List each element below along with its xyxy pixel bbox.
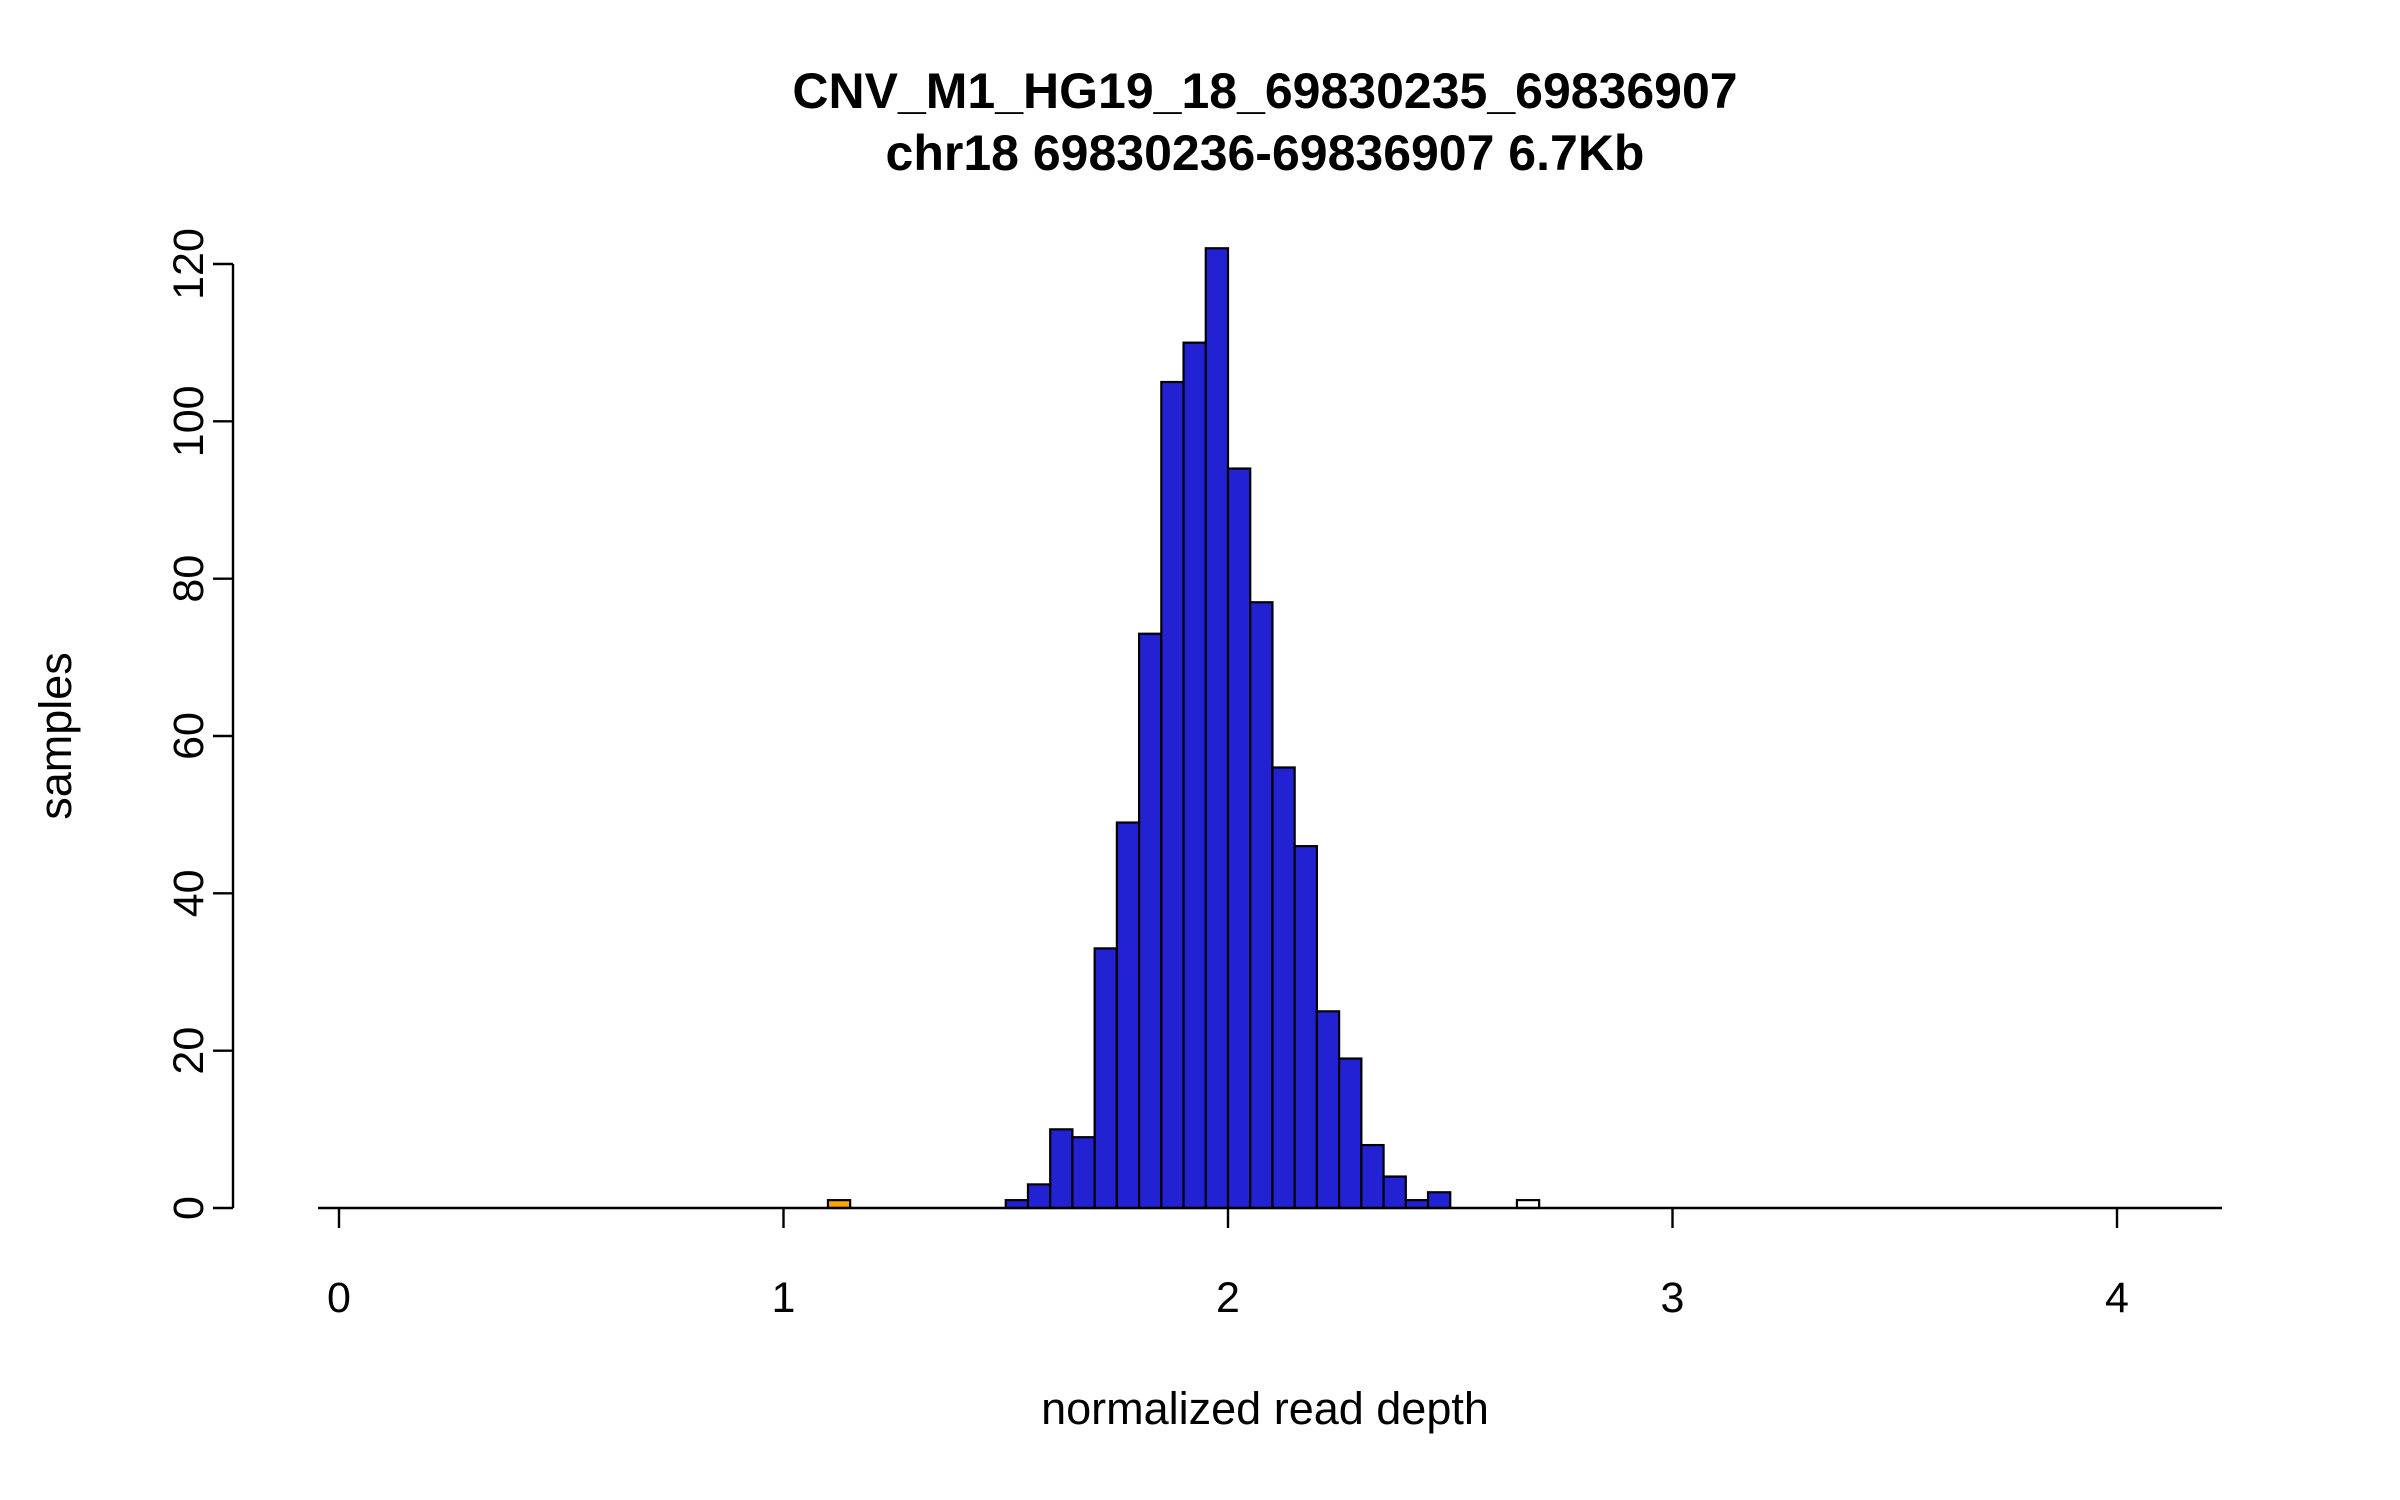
y-tick-label: 40 bbox=[165, 869, 213, 917]
histogram-bar bbox=[1204, 247, 1230, 1210]
y-tick-label: 80 bbox=[165, 555, 213, 603]
histogram-bar bbox=[1093, 947, 1118, 1210]
x-tick-label: 2 bbox=[1216, 1274, 1240, 1322]
histogram-bar bbox=[1360, 1143, 1385, 1210]
histogram-bar bbox=[1137, 632, 1163, 1210]
y-axis-title: samples bbox=[30, 652, 81, 820]
histogram-bar bbox=[1426, 1191, 1452, 1210]
x-tick-label: 4 bbox=[2105, 1274, 2129, 1322]
y-tick-label: 60 bbox=[165, 712, 213, 760]
histogram-bar bbox=[1182, 341, 1207, 1210]
y-tick-label: 20 bbox=[165, 1027, 213, 1075]
histogram-bar bbox=[1115, 821, 1141, 1210]
chart-title: CNV_M1_HG19_18_69830235_69836907 bbox=[792, 63, 1737, 119]
histogram-bar bbox=[1271, 766, 1296, 1210]
histogram-bar bbox=[1026, 1183, 1052, 1210]
y-tick-label: 100 bbox=[165, 385, 213, 457]
histogram-bar bbox=[1160, 380, 1185, 1210]
histogram-bar bbox=[1049, 1128, 1074, 1210]
x-tick-label: 0 bbox=[327, 1274, 351, 1322]
chart-subtitle: chr18 69830236-69836907 6.7Kb bbox=[886, 125, 1645, 181]
x-tick-label: 1 bbox=[772, 1274, 796, 1322]
histogram-bar bbox=[1338, 1057, 1363, 1210]
histogram-bar bbox=[1315, 1010, 1341, 1210]
y-tick-label: 0 bbox=[165, 1196, 213, 1220]
histogram-bar bbox=[1071, 1136, 1096, 1210]
x-axis-title: normalized read depth bbox=[1041, 1383, 1489, 1434]
histogram-bar bbox=[1293, 845, 1319, 1210]
y-tick-label: 120 bbox=[165, 228, 213, 300]
histogram-bar bbox=[1382, 1175, 1407, 1210]
x-tick-label: 3 bbox=[1661, 1274, 1685, 1322]
histogram-bar bbox=[1249, 601, 1274, 1210]
histogram-bar bbox=[1226, 467, 1252, 1210]
histogram-bars bbox=[826, 247, 1541, 1210]
